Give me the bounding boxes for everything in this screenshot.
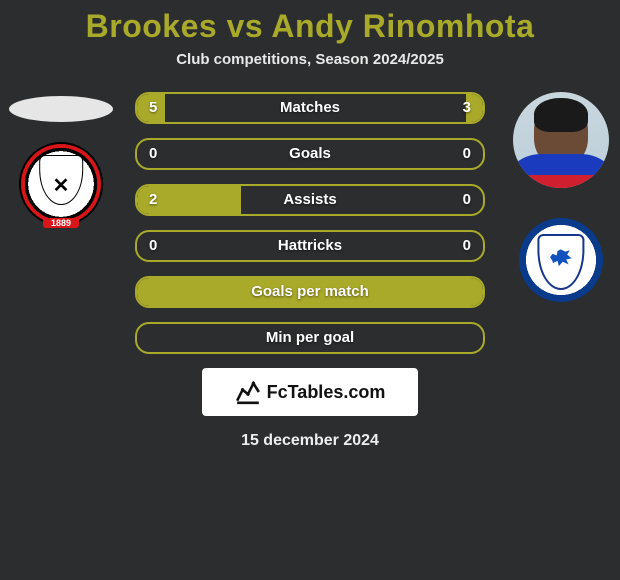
stat-row: 00Goals [135, 138, 485, 170]
stat-label: Assists [137, 186, 483, 214]
subtitle: Club competitions, Season 2024/2025 [0, 51, 620, 68]
player-left-photo [9, 96, 113, 122]
stats-list: 53Matches 00Goals 20Assists 00Hattricks Goal… [135, 92, 485, 354]
club-badge-left: 1889 [19, 142, 103, 226]
club-badge-right [519, 218, 603, 302]
right-player-column [506, 92, 616, 302]
stat-row: Min per goal [135, 322, 485, 354]
stat-row: Goals per match [135, 276, 485, 308]
date-text: 15 december 2024 [0, 432, 620, 450]
stat-row: 53Matches [135, 92, 485, 124]
stat-label: Min per goal [137, 324, 483, 352]
stat-label: Matches [137, 94, 483, 122]
left-player-column: 1889 [6, 92, 116, 226]
club-left-year: 1889 [43, 218, 79, 228]
stat-label: Goals per match [137, 278, 483, 306]
chart-icon [235, 379, 261, 405]
stat-label: Hattricks [137, 232, 483, 260]
comparison-area: 1889 53Matches 00Goals 20Assists 00Hattrick… [0, 92, 620, 450]
stat-row: 20Assists [135, 184, 485, 216]
stat-row: 00Hattricks [135, 230, 485, 262]
player-right-jersey [513, 154, 609, 188]
watermark-text: FcTables.com [267, 382, 386, 403]
player-right-photo [513, 92, 609, 188]
watermark: FcTables.com [202, 368, 418, 416]
page-title: Brookes vs Andy Rinomhota [0, 0, 620, 45]
stat-label: Goals [137, 140, 483, 168]
